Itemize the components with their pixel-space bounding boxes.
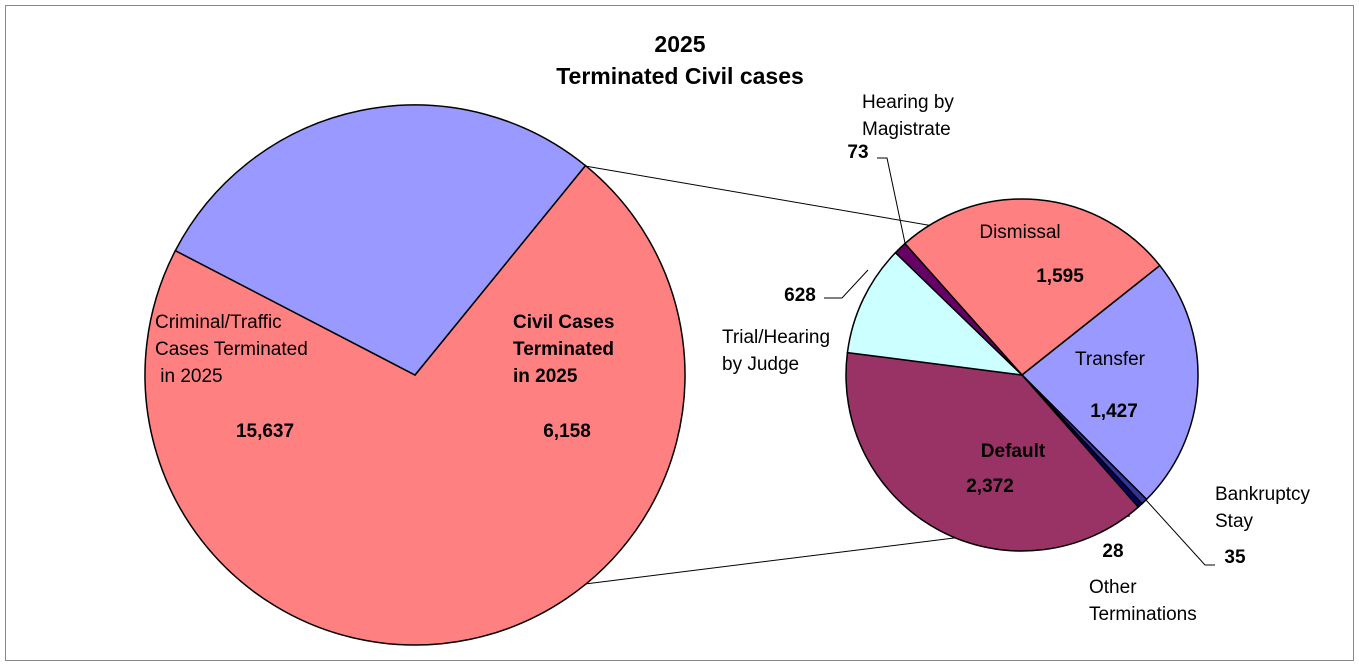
- value-label: 628: [784, 285, 816, 306]
- leader-line: [877, 157, 906, 244]
- value-label: 1,427: [1090, 401, 1138, 422]
- pie-slice: [174, 104, 587, 376]
- value-label: 73: [847, 142, 868, 163]
- value-label: 15,637: [236, 421, 294, 442]
- category-label: Bankruptcy Stay: [1215, 484, 1311, 532]
- leader-line: [1145, 499, 1215, 566]
- pie-slice: [144, 164, 686, 646]
- category-label: Criminal/Traffic Cases Terminated in 2025: [155, 312, 308, 387]
- pie-slice: [1020, 264, 1199, 501]
- value-label: 2,372: [966, 476, 1014, 497]
- value-label: 1,595: [1036, 266, 1084, 287]
- pie-slice: [846, 251, 1025, 377]
- value-label: 6,158: [543, 421, 591, 442]
- category-label: Default: [981, 441, 1046, 462]
- category-label: Transfer: [1075, 349, 1146, 370]
- pie-slice: [845, 351, 1140, 552]
- category-label: Dismissal: [979, 222, 1060, 243]
- category-label: Other Terminations: [1089, 577, 1197, 625]
- pie-slice: [903, 198, 1161, 377]
- value-label: 35: [1224, 547, 1246, 568]
- leader-line: [824, 269, 869, 299]
- category-label: Trial/Hearing by Judge: [722, 327, 830, 375]
- chart-title: 2025 Terminated Civil cases: [556, 31, 804, 89]
- category-label: Hearing by Magistrate: [862, 92, 954, 140]
- category-label: Civil Cases Terminated in 2025: [513, 312, 614, 387]
- value-label: 28: [1102, 541, 1123, 562]
- pie-slice: [894, 242, 1023, 376]
